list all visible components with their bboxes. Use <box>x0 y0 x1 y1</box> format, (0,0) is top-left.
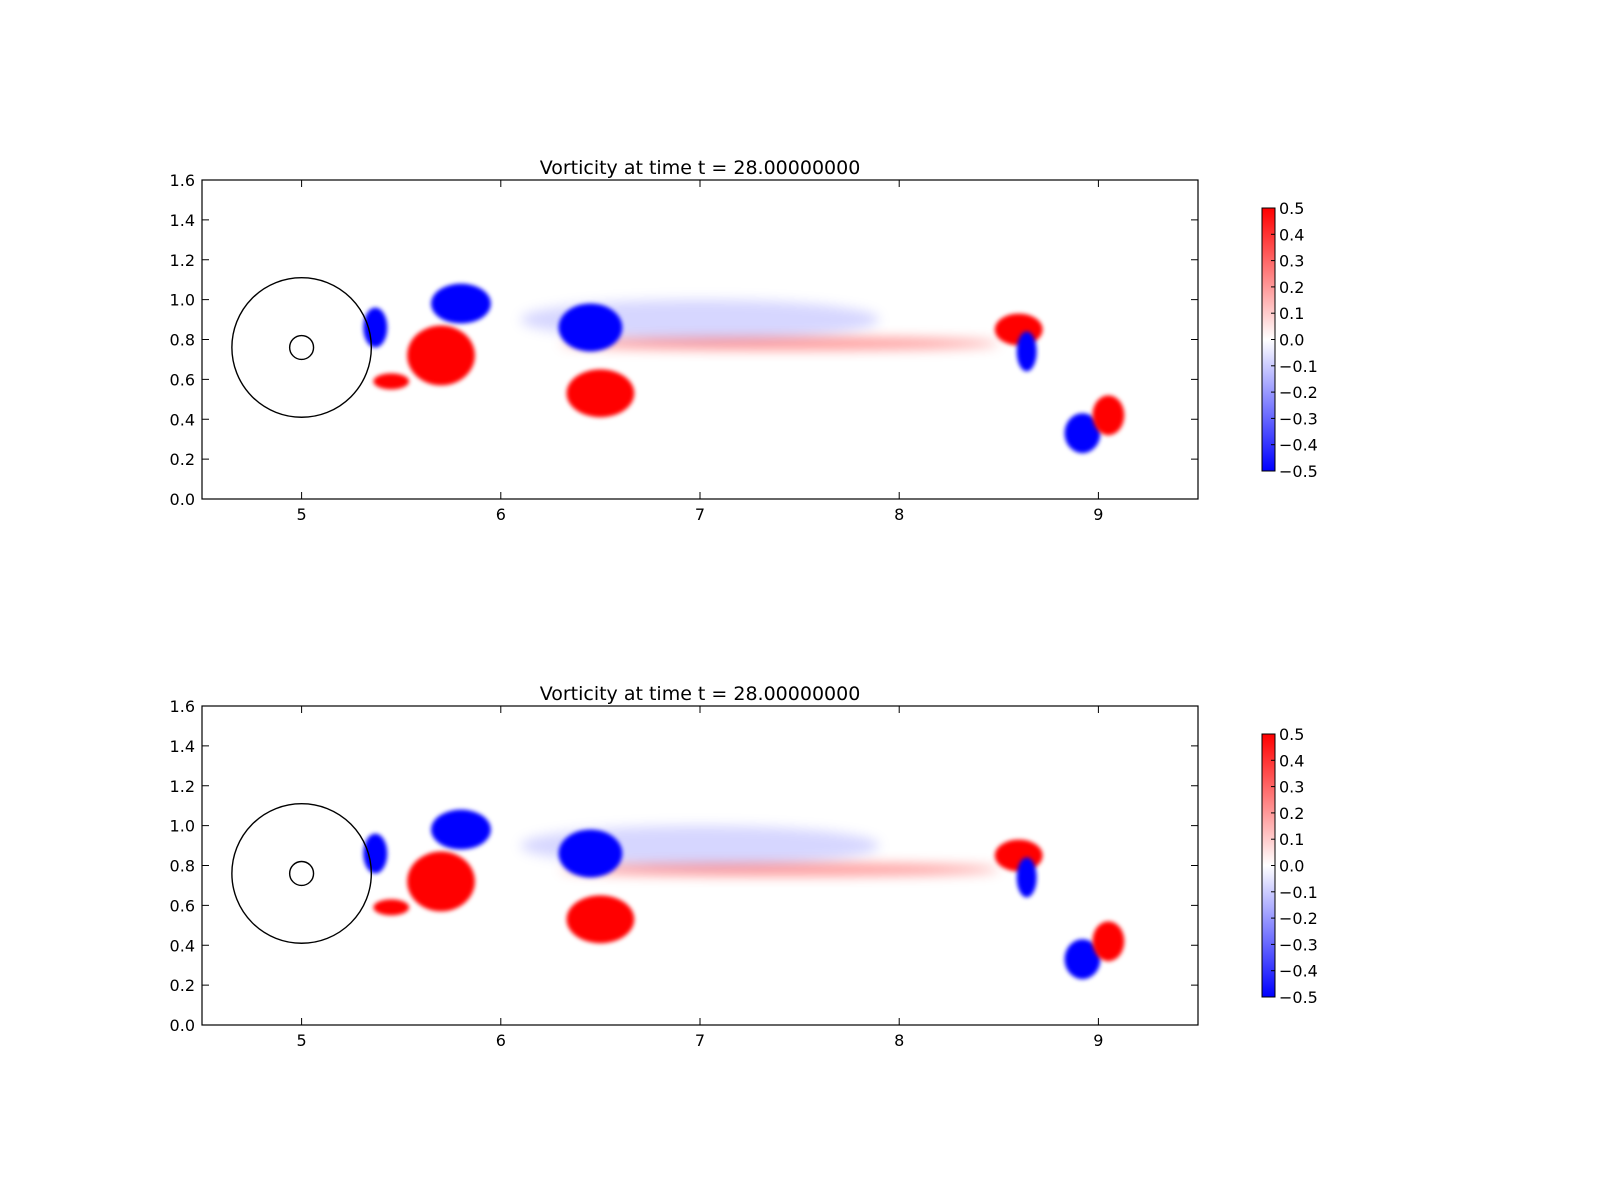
x-tick-label: 6 <box>496 1031 506 1050</box>
colorbar-tick-label: −0.2 <box>1279 909 1318 928</box>
outer-circle-outline <box>231 802 373 944</box>
colorbar-tick-label: −0.3 <box>1279 409 1318 428</box>
y-tick-label: 0.8 <box>170 857 195 876</box>
vortex-blob <box>1016 331 1037 372</box>
x-tick-label: 8 <box>894 1031 904 1050</box>
colorbar: −0.5 −0.4 −0.3 −0.2 −0.1 0.0 0.1 0.2 0.3 0.4 0.5 <box>1261 199 1318 481</box>
colorbar-tick-label: 0.3 <box>1279 252 1304 271</box>
x-tick-label: 6 <box>496 505 506 524</box>
y-tick-label: 0.0 <box>170 490 195 509</box>
colorbar-tick-label: −0.1 <box>1279 357 1318 376</box>
colorbar-tick-label: −0.4 <box>1279 962 1318 981</box>
x-tick-label: 7 <box>695 505 705 524</box>
y-tick-label: 1.2 <box>170 777 195 796</box>
vortex-blob <box>558 303 623 352</box>
chart-title: Vorticity at time t = 28.00000000 <box>540 157 861 179</box>
vortex-blob <box>431 283 491 324</box>
vorticity-field <box>231 276 1125 454</box>
vortex-blob <box>363 307 388 348</box>
vortex-blob <box>407 325 475 386</box>
colorbar-tick-label: 0.2 <box>1279 278 1304 297</box>
vorticity-panel-bottom: 5 6 7 8 9 0.0 0.2 0.4 0.6 0.8 1.0 1.2 1.4 1.6 −0.5 −0.4… <box>170 683 1318 1050</box>
y-tick-label: 0.4 <box>170 410 195 429</box>
colorbar-tick-label: −0.1 <box>1279 883 1318 902</box>
vortex-blob <box>373 373 410 390</box>
shear-layer <box>560 337 999 350</box>
vorticity-field <box>231 802 1125 980</box>
x-tick-label: 7 <box>695 1031 705 1050</box>
y-tick-label: 1.4 <box>170 737 195 756</box>
vortex-blob <box>407 851 475 912</box>
x-tick-label: 5 <box>297 505 307 524</box>
y-tick-label: 0.4 <box>170 936 195 955</box>
cylinder-outline <box>288 334 315 361</box>
colorbar-tick-label: −0.2 <box>1279 383 1318 402</box>
y-tick-label: 0.6 <box>170 370 195 389</box>
colorbar-tick-label: 0.0 <box>1279 331 1304 350</box>
colorbar-tick-label: 0.5 <box>1279 199 1304 218</box>
vortex-blob <box>1092 921 1125 962</box>
vortex-blob <box>566 369 635 418</box>
y-tick-label: 1.4 <box>170 211 195 230</box>
y-tick-label: 1.6 <box>170 171 195 190</box>
colorbar: −0.5 −0.4 −0.3 −0.2 −0.1 0.0 0.1 0.2 0.3 0.4 0.5 <box>1261 725 1318 1007</box>
x-tick-label: 9 <box>1093 505 1103 524</box>
vortex-blob <box>1016 857 1037 898</box>
colorbar-tick-label: −0.3 <box>1279 935 1318 954</box>
colorbar-tick-label: −0.5 <box>1279 988 1318 1007</box>
vortex-blob <box>1092 395 1125 436</box>
colorbar-tick-label: 0.4 <box>1279 751 1304 770</box>
shear-layer <box>560 863 999 876</box>
vortex-blob <box>566 895 635 944</box>
y-tick-label: 1.2 <box>170 251 195 270</box>
x-tick-label: 5 <box>297 1031 307 1050</box>
colorbar-tick-label: 0.3 <box>1279 778 1304 797</box>
colorbar-tick-label: −0.4 <box>1279 436 1318 455</box>
x-tick-label: 8 <box>894 505 904 524</box>
vortex-blob <box>558 829 623 878</box>
y-tick-label: 0.6 <box>170 896 195 915</box>
y-tick-label: 1.6 <box>170 697 195 716</box>
y-tick-label: 1.0 <box>170 817 195 836</box>
colorbar-tick-label: 0.0 <box>1279 857 1304 876</box>
colorbar-tick-label: 0.1 <box>1279 304 1304 323</box>
outer-circle-outline <box>231 276 373 418</box>
y-tick-label: 0.0 <box>170 1016 195 1035</box>
vorticity-panel-top: 5 6 7 8 9 0.0 0.2 0.4 0.6 0.8 1.0 1.2 1.4 1.6 −0.5 −0.4… <box>170 157 1318 524</box>
vortex-blob <box>1064 413 1101 454</box>
cylinder-outline <box>288 860 315 887</box>
x-tick-label: 9 <box>1093 1031 1103 1050</box>
vortex-blob <box>373 899 410 916</box>
colorbar-tick-label: 0.2 <box>1279 804 1304 823</box>
colorbar-tick-label: 0.1 <box>1279 830 1304 849</box>
vortex-blob <box>363 833 388 874</box>
y-tick-label: 1.0 <box>170 291 195 310</box>
vortex-blob <box>1064 939 1101 980</box>
colorbar-tick-label: 0.4 <box>1279 225 1304 244</box>
chart-title: Vorticity at time t = 28.00000000 <box>540 683 861 705</box>
y-tick-label: 0.2 <box>170 976 195 995</box>
y-tick-label: 0.2 <box>170 450 195 469</box>
vortex-blob <box>431 809 491 850</box>
colorbar-tick-label: −0.5 <box>1279 462 1318 481</box>
colorbar-tick-label: 0.5 <box>1279 725 1304 744</box>
y-tick-label: 0.8 <box>170 331 195 350</box>
